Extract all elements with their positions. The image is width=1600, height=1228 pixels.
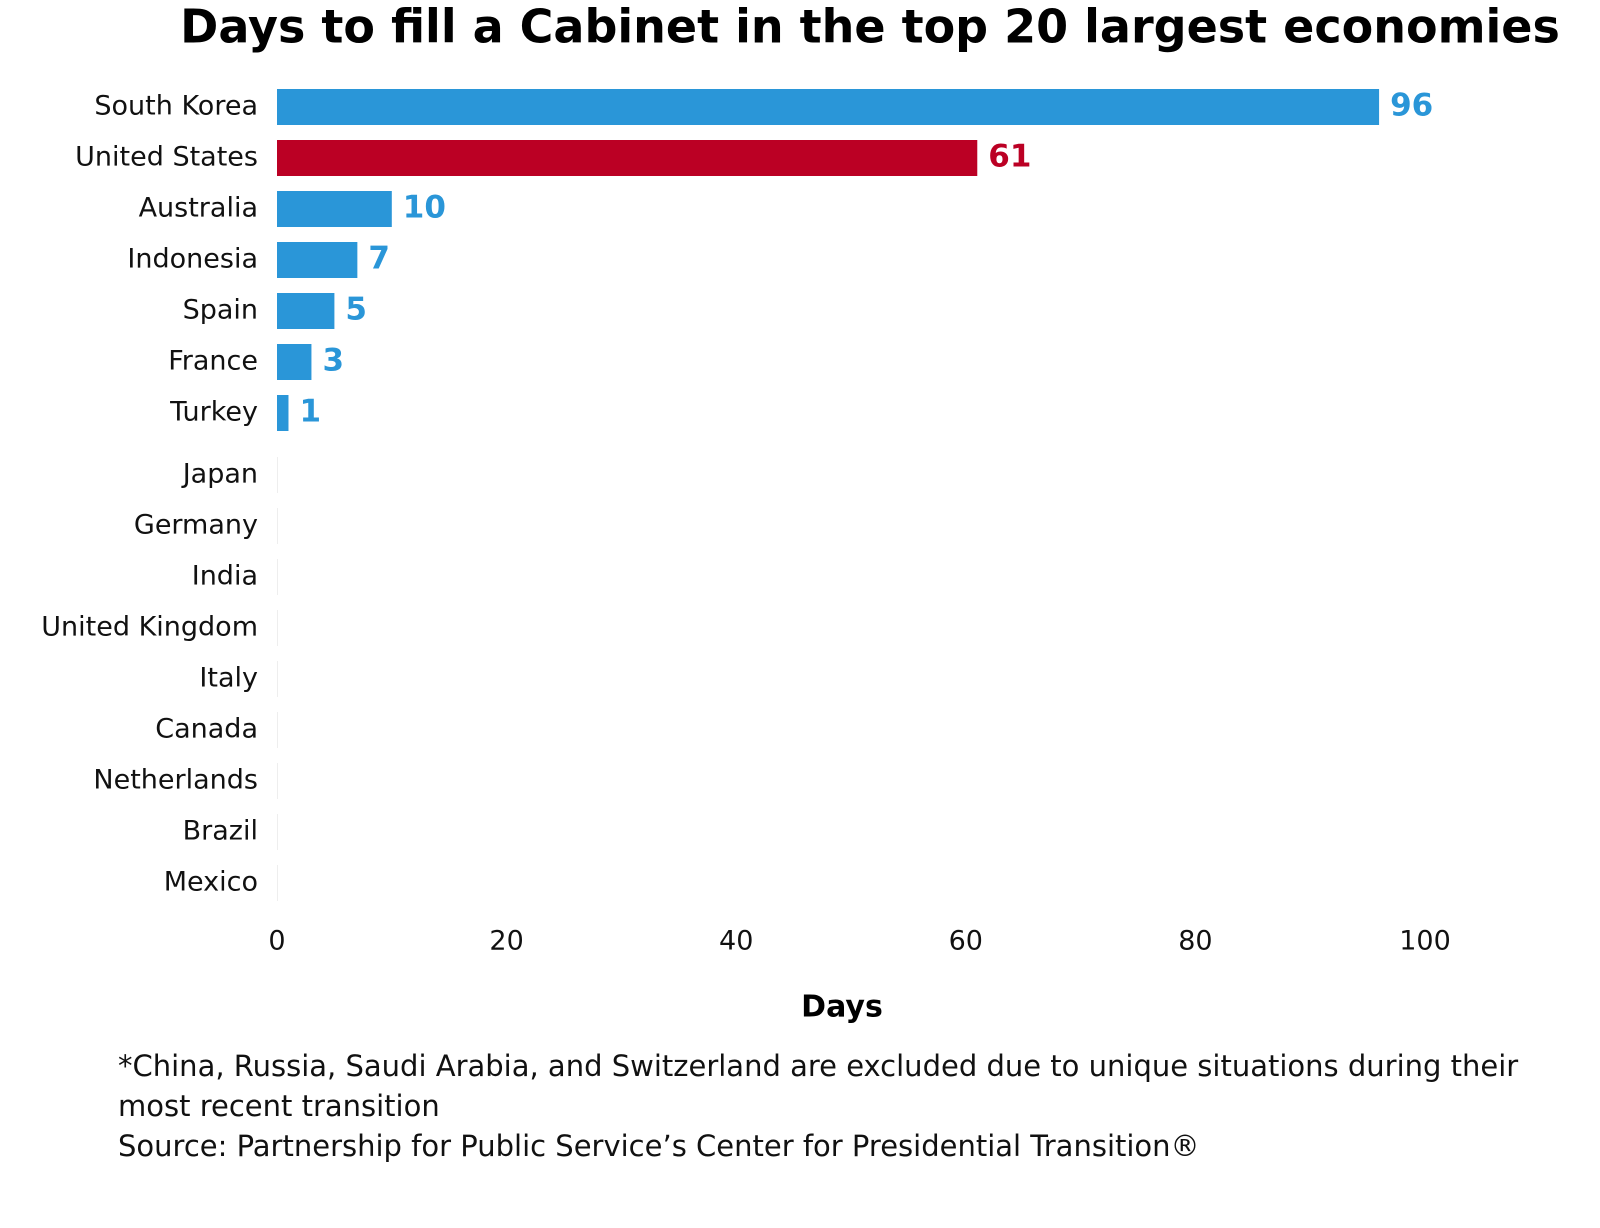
y-tick-label: Brazil bbox=[183, 816, 258, 847]
data-label: 7 bbox=[368, 241, 390, 277]
bar bbox=[277, 395, 289, 431]
data-label: 10 bbox=[403, 190, 446, 226]
x-tick-label: 100 bbox=[1399, 926, 1451, 957]
x-tick-label: 60 bbox=[949, 926, 983, 957]
bar bbox=[277, 814, 278, 850]
data-label: 96 bbox=[1390, 88, 1433, 124]
bar bbox=[277, 344, 312, 380]
y-tick-label: Mexico bbox=[164, 867, 258, 898]
x-tick-label: 40 bbox=[719, 926, 753, 957]
y-tick-label: Spain bbox=[183, 295, 258, 326]
bar bbox=[277, 763, 278, 799]
source: Source: Partnership for Public Service’s… bbox=[118, 1129, 1200, 1163]
bar bbox=[277, 610, 278, 646]
y-tick-label: Japan bbox=[181, 459, 258, 490]
bar bbox=[277, 508, 278, 544]
footnote: *China, Russia, Saudi Arabia, and Switze… bbox=[118, 1049, 1519, 1123]
y-tick-label: Italy bbox=[199, 663, 258, 694]
bar bbox=[277, 712, 278, 748]
data-label: 5 bbox=[345, 292, 367, 328]
x-tick-label: 0 bbox=[268, 926, 285, 957]
y-tick-label: Indonesia bbox=[127, 244, 258, 275]
data-label: 3 bbox=[322, 343, 344, 379]
bar bbox=[277, 661, 278, 697]
bar bbox=[277, 242, 358, 278]
chart: Days to fill a Cabinet in the top 20 lar… bbox=[41, 0, 1560, 1025]
bar bbox=[277, 865, 278, 901]
y-tick-label: United Kingdom bbox=[41, 612, 258, 643]
bar bbox=[277, 457, 278, 493]
y-tick-label: Turkey bbox=[169, 397, 258, 428]
bar bbox=[277, 191, 392, 227]
y-tick-label: India bbox=[192, 561, 258, 592]
chart-title: Days to fill a Cabinet in the top 20 lar… bbox=[180, 0, 1560, 54]
data-label: 61 bbox=[988, 139, 1031, 175]
y-tick-label: Australia bbox=[139, 193, 258, 224]
data-label: 1 bbox=[299, 394, 321, 430]
y-tick-label: Canada bbox=[155, 714, 258, 745]
y-tick-label: South Korea bbox=[94, 91, 258, 122]
bar bbox=[277, 89, 1380, 125]
y-tick-label: United States bbox=[75, 142, 258, 173]
y-tick-label: Netherlands bbox=[93, 765, 258, 796]
bar bbox=[277, 140, 978, 176]
y-tick-label: France bbox=[168, 346, 258, 377]
y-tick-label: Germany bbox=[134, 510, 258, 541]
bar bbox=[277, 559, 278, 595]
bar bbox=[277, 293, 335, 329]
x-tick-label: 80 bbox=[1178, 926, 1212, 957]
x-axis-label: Days bbox=[801, 990, 883, 1025]
notes: *China, Russia, Saudi Arabia, and Switze… bbox=[118, 1046, 1538, 1166]
x-tick-label: 20 bbox=[489, 926, 523, 957]
